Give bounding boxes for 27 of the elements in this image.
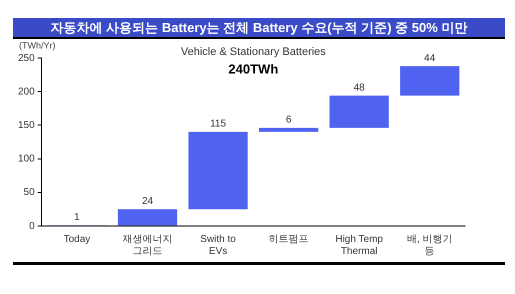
bar bbox=[258, 128, 318, 132]
data-label: 44 bbox=[424, 52, 436, 64]
y-tick-label: 100 bbox=[18, 154, 36, 165]
x-tick-label: 재생에너지 그리드 bbox=[122, 234, 173, 257]
y-tick-label: 250 bbox=[18, 52, 36, 64]
bar bbox=[118, 209, 178, 226]
y-tick-label: 150 bbox=[18, 120, 36, 131]
bar bbox=[330, 96, 389, 128]
x-tick-label: 히트펌프 bbox=[268, 234, 309, 245]
x-tick-label: Swith to EVs bbox=[200, 234, 236, 257]
y-tick-label: 0 bbox=[29, 220, 36, 232]
bar bbox=[400, 66, 460, 96]
chart-subtitle: Vehicle & Stationary Batteries bbox=[180, 46, 326, 58]
chart-title: 자동차에 사용되는 Battery는 전체 Battery 수요(누적 기준) 중 50% 미만 bbox=[13, 18, 505, 39]
x-tick-label: High Temp Thermal bbox=[335, 234, 384, 257]
y-axis-title: (TWh/Yr) bbox=[19, 40, 56, 50]
data-label: 6 bbox=[286, 114, 292, 126]
data-label: 24 bbox=[142, 196, 154, 207]
data-label: 115 bbox=[210, 118, 226, 130]
data-label: 48 bbox=[354, 82, 366, 94]
x-tick-label: 배, 비행기 등 bbox=[406, 234, 453, 257]
annotation: 240TWh bbox=[228, 62, 278, 77]
bar bbox=[188, 132, 248, 210]
x-tick-label: Today bbox=[64, 234, 90, 245]
y-tick-label: 50 bbox=[24, 187, 36, 198]
y-tick-label: 200 bbox=[18, 86, 36, 98]
data-label: 1 bbox=[74, 212, 80, 224]
